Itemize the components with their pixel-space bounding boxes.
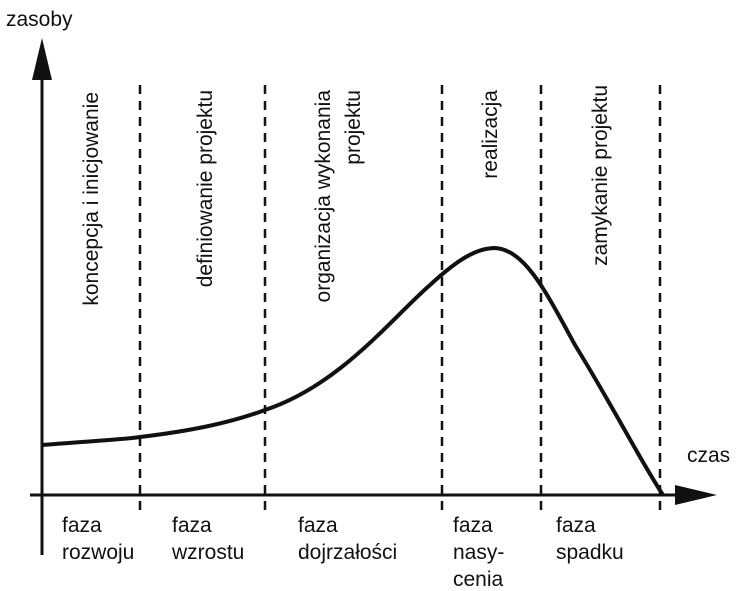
phase-label: projektu: [342, 90, 365, 165]
stage-label: faza: [453, 514, 493, 537]
phase-label: definiowanie projektu: [194, 90, 217, 287]
phase-label: zamykanie projektu: [589, 85, 612, 266]
stage-label: faza: [298, 514, 338, 537]
axes: [30, 38, 717, 555]
x-axis-label: czas: [687, 444, 730, 467]
phase-label: koncepcja i inicjowanie: [80, 92, 103, 306]
y-axis-label: zasoby: [6, 8, 73, 31]
stage-label: faza: [62, 514, 102, 537]
stage-label: spadku: [556, 541, 624, 564]
stage-label: cenia: [453, 568, 504, 591]
stage-label: faza: [172, 514, 212, 537]
stage-label: dojrzałości: [298, 541, 397, 564]
stage-label: wzrostu: [171, 541, 244, 564]
stage-label: faza: [556, 514, 596, 537]
phase-label: realizacja: [479, 90, 502, 179]
stage-label: rozwoju: [62, 541, 134, 564]
phase-label: organizacja wykonania: [312, 90, 335, 303]
labels: koncepcja i inicjowanie definiowanie proj…: [62, 85, 624, 591]
x-arrow: [675, 485, 717, 505]
dividers: [138, 85, 662, 515]
stage-label: nasy-: [453, 541, 504, 564]
y-arrow: [32, 38, 52, 80]
resource-curve: [41, 245, 665, 497]
